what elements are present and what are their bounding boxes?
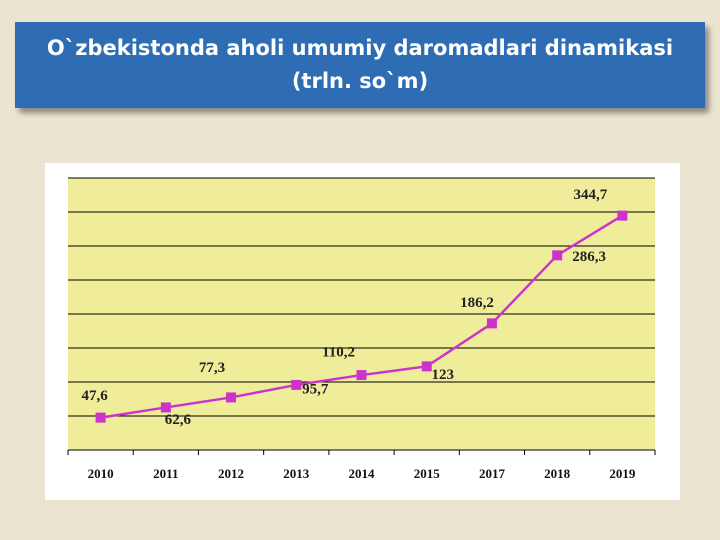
title-line: (trln. so`m) bbox=[292, 69, 428, 93]
x-tick-label: 2018 bbox=[544, 466, 571, 481]
marker bbox=[552, 250, 563, 261]
x-tick-label: 2011 bbox=[153, 466, 178, 481]
value-label: 95,7 bbox=[302, 381, 329, 397]
x-tick-label: 2013 bbox=[283, 466, 310, 481]
marker bbox=[226, 392, 237, 403]
marker bbox=[421, 361, 432, 372]
value-label: 47,6 bbox=[81, 388, 108, 404]
title-line: O`zbekistonda aholi umumiy daromadlari d… bbox=[47, 36, 673, 60]
marker bbox=[486, 318, 497, 329]
value-label: 77,3 bbox=[199, 360, 225, 376]
marker bbox=[291, 379, 302, 390]
x-tick-label: 2019 bbox=[609, 466, 636, 481]
x-tick-label: 2015 bbox=[414, 466, 441, 481]
marker bbox=[617, 210, 628, 221]
marker bbox=[160, 402, 171, 413]
x-tick-label: 2010 bbox=[88, 466, 114, 481]
title-box bbox=[15, 22, 705, 108]
value-label: 286,3 bbox=[572, 249, 606, 265]
value-label: 123 bbox=[431, 367, 454, 383]
value-label: 186,2 bbox=[460, 295, 494, 311]
x-tick-label: 2012 bbox=[218, 466, 244, 481]
chart: 2010 2011 2012 2013 2014 2015 2017 2018 2019 47,6… bbox=[67, 177, 656, 481]
marker bbox=[95, 412, 106, 423]
x-tick-label: 2017 bbox=[479, 466, 506, 481]
marker bbox=[356, 370, 367, 381]
value-label: 110,2 bbox=[322, 345, 355, 361]
value-label: 344,7 bbox=[574, 187, 608, 203]
x-tick-label: 2014 bbox=[349, 466, 376, 481]
value-label: 62,6 bbox=[165, 412, 192, 428]
